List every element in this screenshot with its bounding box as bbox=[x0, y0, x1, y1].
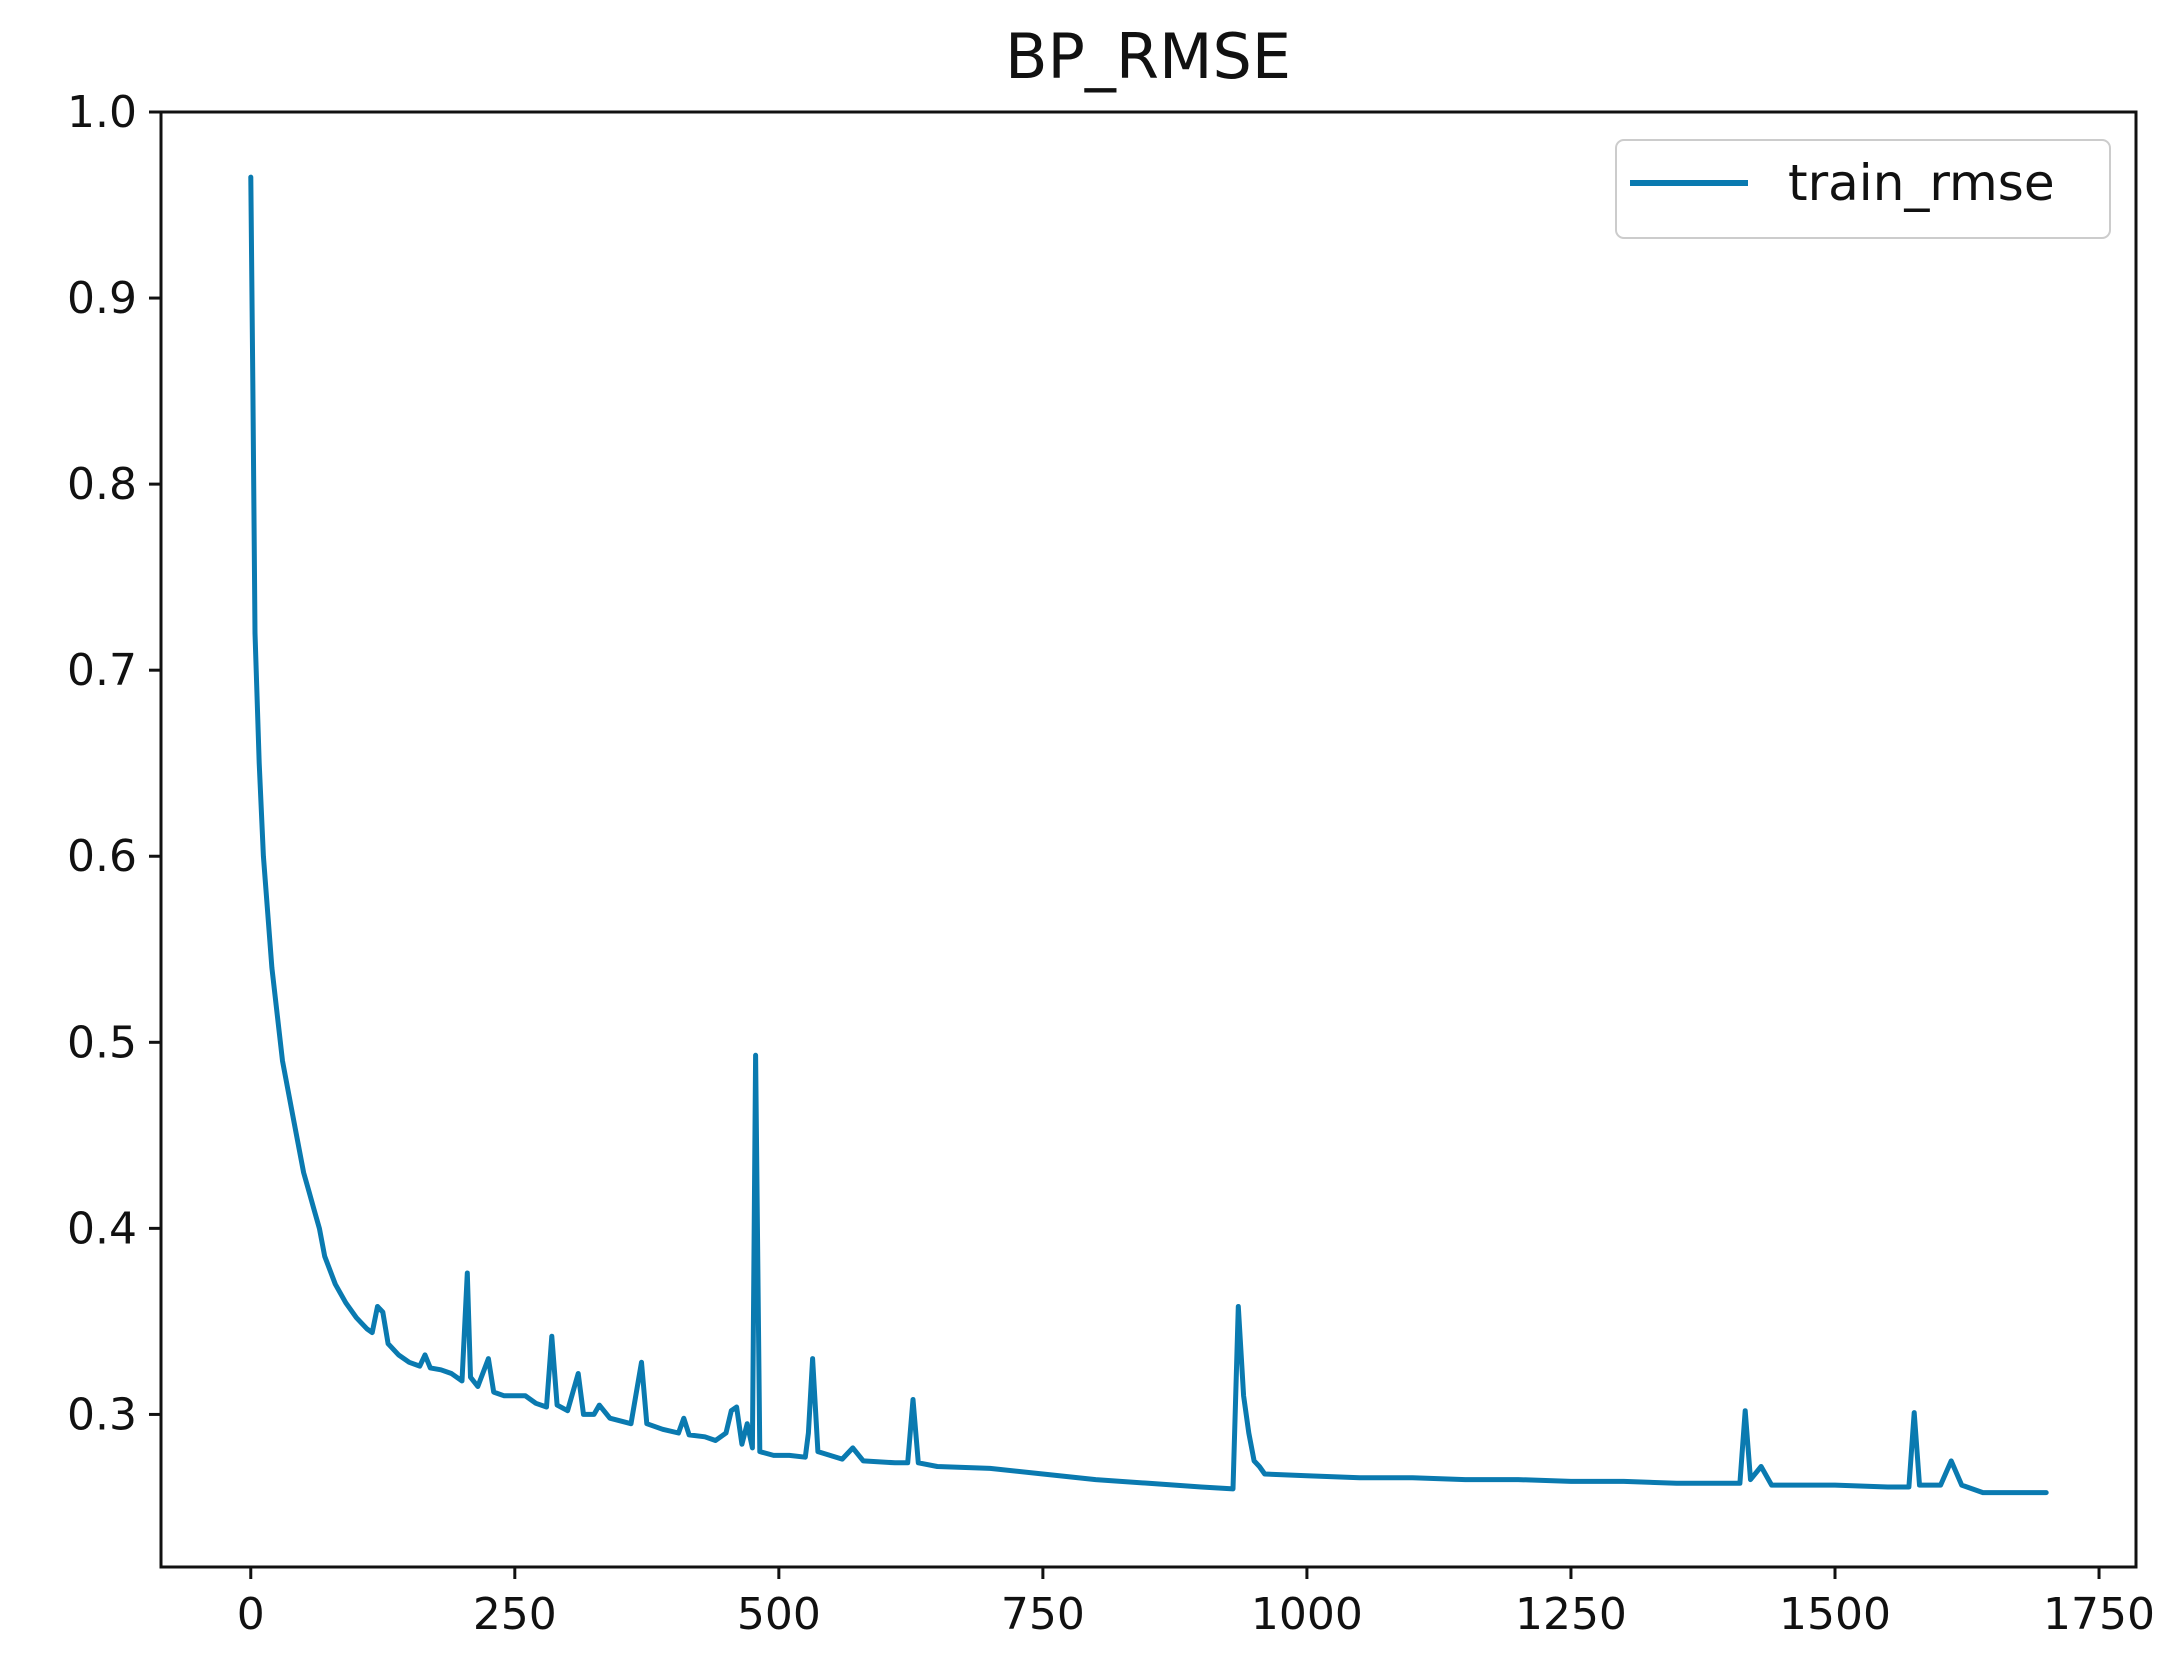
legend-label-train-rmse: train_rmse bbox=[1788, 154, 2055, 212]
y-axis-ticks: 0.3 0.4 0.5 0.6 0.7 0.8 0.9 1.0 bbox=[67, 87, 161, 1440]
x-tick-label: 1750 bbox=[2043, 1589, 2155, 1640]
y-tick-label: 0.4 bbox=[67, 1203, 137, 1254]
plot-frame bbox=[159, 110, 2138, 1569]
y-tick-label: 0.6 bbox=[67, 831, 137, 882]
y-tick-label: 0.3 bbox=[67, 1389, 137, 1440]
x-axis-ticks: 0 250 500 750 1000 1250 1500 1750 bbox=[237, 1567, 2155, 1640]
x-tick-label: 1000 bbox=[1251, 1589, 1363, 1640]
y-tick-label: 0.8 bbox=[67, 459, 137, 510]
y-tick-label: 0.9 bbox=[67, 273, 137, 324]
x-tick-label: 1250 bbox=[1515, 1589, 1627, 1640]
y-tick-label: 0.7 bbox=[67, 645, 137, 696]
x-tick-label: 1500 bbox=[1779, 1589, 1891, 1640]
chart-title: BP_RMSE bbox=[1005, 20, 1291, 93]
x-tick-label: 0 bbox=[237, 1589, 265, 1640]
legend-box bbox=[1615, 139, 2111, 239]
x-tick-label: 750 bbox=[1001, 1589, 1085, 1640]
x-tick-label: 500 bbox=[737, 1589, 821, 1640]
train-rmse-line bbox=[248, 174, 2049, 1496]
y-tick-label: 0.5 bbox=[67, 1017, 137, 1068]
legend: train_rmse bbox=[1615, 139, 2111, 239]
y-tick-label: 1.0 bbox=[67, 87, 137, 138]
series-line-group bbox=[248, 174, 2049, 1496]
x-tick-label: 250 bbox=[473, 1589, 557, 1640]
